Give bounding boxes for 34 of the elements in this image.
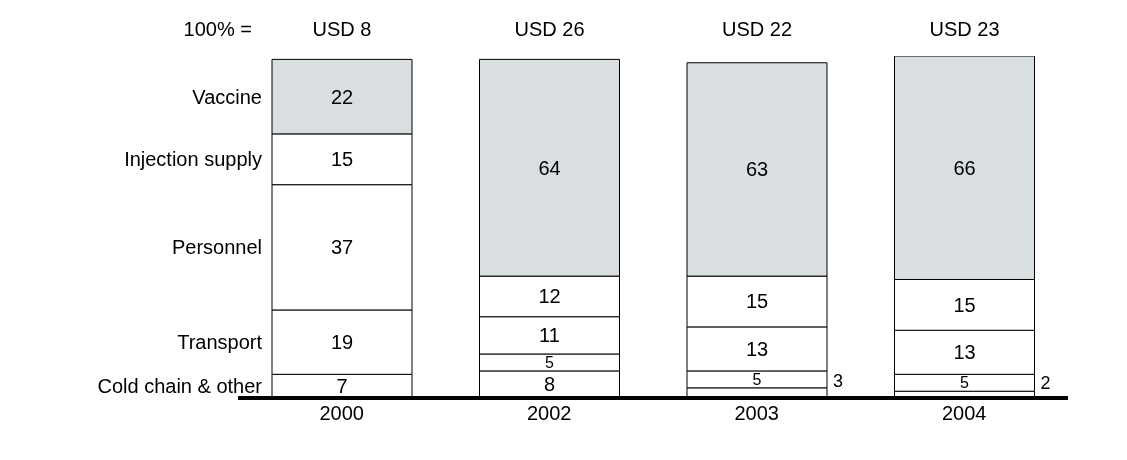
data-label: 5 — [960, 374, 970, 392]
series-label: Transport — [177, 331, 263, 354]
data-label: 3 — [833, 370, 844, 391]
data-label: 22 — [330, 85, 354, 108]
x-tick-label: 2004 — [942, 402, 987, 425]
series-label: Injection supply — [124, 148, 262, 171]
x-tick-label: 2002 — [527, 402, 572, 425]
data-label: 64 — [538, 156, 561, 179]
total-label: USD 23 — [929, 18, 1000, 40]
total-label: USD 8 — [312, 18, 372, 40]
data-label: 5 — [545, 353, 555, 371]
text: 100% = — [183, 18, 252, 40]
data-label: 66 — [953, 156, 976, 179]
data-label: 12 — [538, 285, 561, 308]
series-label: Cold chain & other — [97, 375, 263, 398]
data-label: 19 — [330, 331, 354, 354]
total-label: USD 26 — [514, 18, 585, 40]
x-tick-label: 2000 — [319, 402, 364, 425]
total-label: USD 22 — [721, 18, 793, 40]
data-label: 11 — [539, 324, 560, 347]
data-label: 5 — [752, 370, 762, 388]
data-label: 8 — [543, 373, 556, 396]
data-label: 13 — [953, 341, 976, 364]
x-tick-label: 2003 — [734, 402, 779, 425]
data-label: 37 — [330, 236, 354, 259]
data-label: 7 — [336, 375, 348, 398]
data-label: 2 — [1040, 372, 1051, 393]
series-label: Personnel — [171, 236, 262, 259]
data-label: 15 — [745, 290, 769, 313]
data-label: 15 — [953, 293, 976, 316]
data-label: 63 — [745, 158, 769, 181]
data-label: 13 — [745, 337, 769, 360]
data-label: 15 — [330, 148, 354, 171]
series-label: Vaccine — [192, 85, 262, 108]
